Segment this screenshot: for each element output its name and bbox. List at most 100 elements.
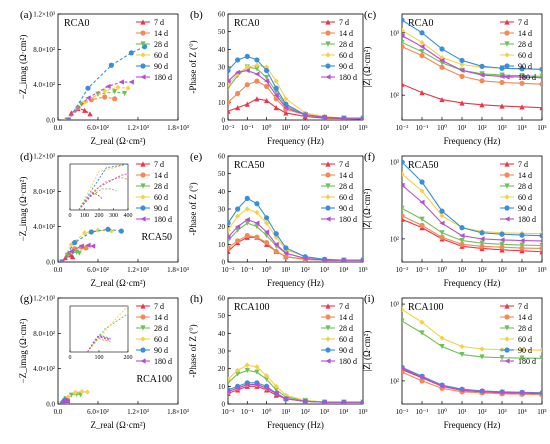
legend: 7 d 14 d 28 d 60 d 90 d 180 d [321,160,357,224]
data-point [273,231,279,237]
x-axis-label: Z_real (Ω·cm²) [90,278,145,288]
data-point [273,92,279,98]
data-point [263,64,270,70]
legend-label: 90 d [518,346,532,355]
legend-marker [140,30,146,36]
x-tick-label: 10⁻¹ [416,408,429,416]
data-point [235,238,241,244]
series-group [64,44,148,120]
y-tick-label: 0 [222,401,226,409]
data-point [419,30,425,36]
series-line-180d [402,35,542,79]
legend-label: 60 d [154,335,168,344]
y-tick-label: 10 [218,383,226,391]
y-tick-label: 0 [222,117,226,125]
legend-label: 60 d [339,193,353,202]
x-tick-label: 10³ [497,266,506,274]
data-point [519,245,525,251]
data-point [459,100,465,106]
data-point [419,222,425,228]
x-tick-label: 10⁰ [262,124,272,132]
data-point [254,220,260,226]
data-point [105,83,111,90]
data-point [263,373,270,379]
x-axis-label: Frequency (Hz) [267,136,324,146]
data-point [499,65,505,71]
data-point [72,389,78,396]
legend-marker [325,336,331,342]
inset-x-tick-label: 400 [124,213,133,219]
series-line-28d [402,320,542,359]
data-point [85,95,91,101]
data-point [85,242,91,248]
sample-label: RCA0 [234,18,260,29]
legend-marker [504,52,510,58]
x-tick-label: 10⁴ [517,124,527,132]
data-point [254,369,260,375]
data-point [499,79,505,86]
data-point [419,319,425,325]
y-tick-label: 4.0×10² [33,81,55,89]
sample-label: RCA100 [234,302,270,313]
data-point [459,241,465,247]
data-point [459,237,465,244]
data-point [85,85,91,91]
data-point [341,399,347,404]
legend-marker [504,314,510,320]
x-tick-label: 1.8×10³ [167,408,189,416]
data-point [228,220,231,226]
x-tick-label: 10⁵ [537,266,547,274]
x-tick-label: 10¹ [281,124,290,132]
x-axis-label: Z_real (Ω·cm²) [90,136,145,146]
inset-x-tick-label: 0 [69,213,72,219]
series-line-28d [402,41,542,77]
legend-label: 28 d [154,324,168,333]
data-point [439,220,445,226]
data-point [244,232,250,239]
x-tick-label: 10² [477,408,486,416]
legend: 7 d 14 d 28 d 60 d 90 d 180 d [136,302,172,366]
legend-label: 180 d [518,357,536,366]
y-tick-label: 20 [218,223,226,231]
y-tick-label: 30 [218,64,226,72]
y-tick-label: 40 [218,330,226,338]
legend-marker [504,74,510,80]
legend-marker [325,358,331,364]
inset-plot: 0 100 200 [69,305,133,361]
x-tick-label: 0.0 [54,266,63,274]
legend-label: 180 d [518,215,536,224]
data-point [228,389,231,395]
legend-marker [504,303,510,309]
data-point [244,206,250,212]
legend-marker [140,325,146,331]
y-tick-label: 10³ [390,159,399,167]
data-point [439,230,445,236]
x-tick-label: 1.2×10³ [127,408,149,416]
y-axis-label: −Z_imag (Ω·cm²) [18,319,28,384]
legend-label: 7 d [339,160,349,169]
data-point [402,369,405,375]
x-tick-label: 10⁴ [339,266,349,274]
legend-label: 28 d [154,40,168,49]
data-point [419,89,425,96]
series-line-90d [402,19,542,70]
data-point [235,90,241,97]
data-point [519,73,525,79]
data-point [519,347,525,353]
inset-x-tick-label: 100 [80,213,89,219]
data-point [228,227,231,233]
legend-marker [504,347,510,353]
y-tick-label: 10² [390,377,399,385]
data-point [76,250,82,256]
legend-label: 60 d [518,335,532,344]
data-point [235,385,241,391]
series-group [228,53,363,120]
inset-series-line [78,176,129,211]
x-tick-label: 10⁻² [396,266,409,274]
series-line-180d [402,367,542,394]
data-point [519,74,525,80]
legend-marker [325,183,331,189]
data-point [65,394,71,400]
legend-marker [140,161,146,167]
legend-label: 7 d [339,18,349,27]
